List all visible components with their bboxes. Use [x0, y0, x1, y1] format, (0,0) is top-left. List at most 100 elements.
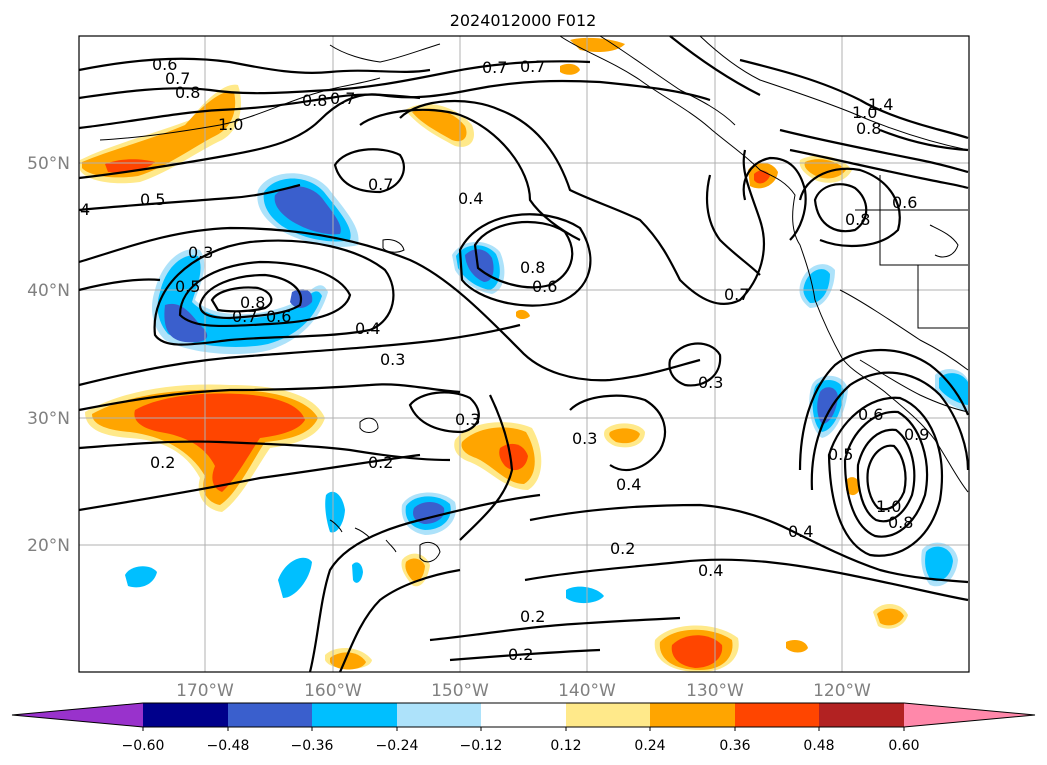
colorbar-bin	[650, 703, 735, 727]
contour-label: 0.7	[724, 285, 749, 304]
warm-anomaly-patch	[804, 159, 846, 179]
lon-label: 130°W	[686, 681, 744, 701]
contour-label: 0.2	[610, 539, 635, 558]
cold-anomaly-patch	[278, 557, 312, 598]
colorbar-bin	[819, 703, 904, 727]
contour-label: 0.7	[330, 89, 355, 108]
lon-label: 150°W	[431, 681, 489, 701]
cold-anomaly-patch	[566, 586, 604, 604]
colorbar-bin	[312, 703, 397, 727]
lon-label: 170°W	[176, 681, 234, 701]
lat-label: 50°N	[27, 154, 70, 174]
warm-anomaly-patch	[786, 640, 808, 653]
lat-label: 40°N	[27, 281, 70, 301]
lon-label: 140°W	[558, 681, 616, 701]
colorbar: −0.60 −0.48 −0.36 −0.24 −0.12 0.12 0.24 …	[11, 702, 1036, 754]
contour-label: 0.3	[380, 350, 405, 369]
contour-label: 0.7	[232, 307, 257, 326]
contour-label: 0.4	[788, 522, 813, 541]
colorbar-extend-right	[904, 703, 1035, 727]
contour-label: 0.2	[368, 453, 393, 472]
colorbar-bin	[566, 703, 650, 727]
contour-label: 0.8	[520, 258, 545, 277]
contour-label: 0.2	[150, 453, 175, 472]
contour-label: 0.3	[455, 410, 480, 429]
colorbar-bin	[735, 703, 819, 727]
contour-label: 0.7	[482, 58, 507, 77]
warm-anomaly-patch	[609, 428, 640, 444]
contour-label: 0.8	[302, 91, 327, 110]
contour-label: 0.6	[858, 405, 883, 424]
colorbar-extend-left	[12, 703, 143, 727]
contour-label: 1.0	[852, 103, 877, 122]
warm-anomaly-patch	[754, 170, 770, 184]
cold-anomaly-patch	[352, 562, 363, 583]
contour-label: 0.8	[175, 83, 200, 102]
colorbar-bin	[228, 703, 312, 727]
colorbar-tick-label: 0.48	[803, 738, 834, 754]
contour-label: 0.4	[355, 319, 380, 338]
contour-label: 0.2	[508, 645, 533, 664]
contour-label: 0.4	[616, 475, 641, 494]
contour-label: 0.8	[856, 119, 881, 138]
colorbar-tick-label: −0.60	[122, 738, 165, 754]
contour-label: 0.3	[698, 373, 723, 392]
contour-label-layer: 0.6 0.7 0.8 1.0 0.8 0.7 0.7 0.7 1.4 1.0 …	[80, 55, 929, 664]
contour-label: 0.7	[520, 57, 545, 76]
contour-label: 1.0	[876, 497, 901, 516]
warm-anomaly-patch	[412, 108, 467, 142]
warm-anomaly-patch	[405, 558, 425, 582]
cold-anomaly-patch	[325, 491, 345, 533]
contour-label: 0.3	[572, 429, 597, 448]
colorbar-tick-label: −0.12	[460, 738, 503, 754]
cold-anomaly-patch	[925, 546, 953, 582]
colorbar-tick-label: −0.24	[376, 738, 419, 754]
warm-anomaly-patch	[671, 635, 723, 668]
colorbar-tick-marks	[142, 727, 905, 731]
warm-anomaly-patch	[570, 37, 625, 52]
lat-label: 30°N	[27, 409, 70, 429]
contour-label: 0.9	[904, 425, 929, 444]
colorbar-tick-label: 0.24	[634, 738, 665, 754]
warm-anomaly-patch	[516, 309, 530, 319]
warm-anomaly-patch	[330, 652, 366, 670]
contour-label: 0.2	[520, 607, 545, 626]
colorbar-tick-label: 0.12	[550, 738, 581, 754]
contour-label: 0.5	[140, 190, 165, 209]
contour-label: 0.4	[698, 561, 723, 580]
longitude-labels: 170°W 160°W 150°W 140°W 130°W 120°W	[176, 681, 871, 701]
map-title: 2024012000 F012	[450, 11, 597, 30]
contour-label: 0.6	[892, 193, 917, 212]
lon-label: 160°W	[304, 681, 362, 701]
contour-label: 0.8	[845, 210, 870, 229]
warm-anomaly-patch	[877, 608, 904, 626]
lon-label: 120°W	[813, 681, 871, 701]
contour-label: 0.3	[188, 243, 213, 262]
colorbar-tick-label: −0.48	[207, 738, 250, 754]
warm-anomaly-patch	[560, 63, 580, 75]
colorbar-bin	[481, 703, 566, 727]
contour-label: 0.7	[368, 175, 393, 194]
contour-label: 0.8	[240, 293, 265, 312]
contour-label: 0.5	[828, 445, 853, 464]
colorbar-bin	[143, 703, 228, 727]
cold-anomaly-patch	[413, 502, 445, 524]
contour-label: 0.4	[458, 189, 483, 208]
colorbar-tick-label: 0.36	[719, 738, 750, 754]
map-frame	[78, 35, 970, 673]
contour-label: 0.8	[888, 513, 913, 532]
cold-anomaly-patch	[817, 387, 838, 424]
colorbar-tick-label: 0.60	[888, 738, 919, 754]
contour-label: 0.6	[532, 277, 557, 296]
warm-anomaly-patch	[499, 443, 528, 471]
colorbar-bin	[397, 703, 481, 727]
contour-label: 0.5	[175, 277, 200, 296]
cold-anomaly-patch	[164, 303, 208, 343]
contour-label: 4	[80, 200, 90, 219]
coastlines	[99, 35, 969, 563]
colorbar-tick-label: −0.36	[291, 738, 334, 754]
contour-label: 1.4	[868, 95, 893, 114]
contour-label: 0.6	[266, 307, 291, 326]
